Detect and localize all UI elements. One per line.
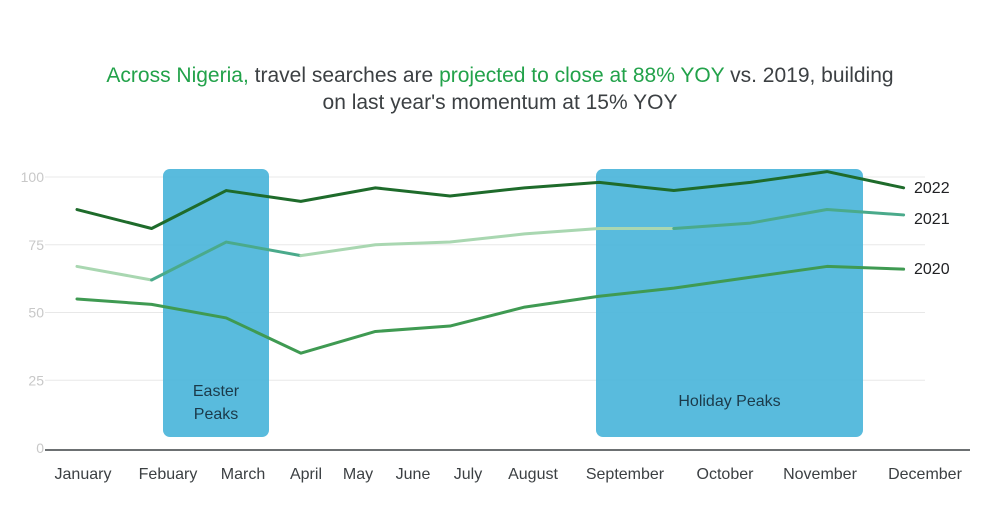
band-label-line1: Easter: [193, 383, 240, 400]
x-tick-label-march: March: [221, 466, 265, 483]
x-tick-label-august: August: [508, 466, 558, 483]
x-tick-label-january: January: [55, 466, 112, 483]
y-tick-label-75: 75: [28, 237, 44, 253]
y-tick-label-25: 25: [28, 372, 44, 388]
x-tick-label-september: September: [586, 466, 665, 483]
series-labels: 2022 2021 2020: [914, 180, 950, 278]
x-tick-label-december: December: [888, 466, 962, 483]
title-highlight-projection: projected to close at 88% YOY: [439, 64, 725, 87]
chart-title: Across Nigeria, travel searches are proj…: [0, 62, 1000, 116]
x-axis-ticks: January Febuary March April May June July Augus…: [55, 466, 963, 483]
y-tick-label-0: 0: [36, 440, 44, 456]
y-tick-label-100: 100: [21, 169, 45, 185]
series-lines: [75, 170, 906, 355]
title-text: travel searches are: [248, 64, 440, 87]
series-2021-seg-a: [75, 264, 154, 282]
x-tick-label-july: July: [454, 466, 482, 483]
x-tick-label-june: June: [396, 466, 431, 483]
x-tick-label-april: April: [290, 466, 322, 483]
highlight-bands: Easter Peaks Holiday Peaks: [163, 169, 863, 437]
y-tick-label-50: 50: [28, 305, 44, 321]
series-2020-line: [75, 264, 906, 355]
y-axis-ticks: 0 25 50 75 100: [21, 169, 45, 456]
series-2021-seg-c: [299, 226, 676, 258]
series-label-2020: 2020: [914, 261, 950, 278]
series-label-2021: 2021: [914, 211, 950, 228]
title-highlight-region: Across Nigeria,: [106, 64, 249, 87]
series-label-2022: 2022: [914, 180, 950, 197]
title-line2: on last year's momentum at 15% YOY: [322, 91, 678, 114]
series-2021-seg-d: [672, 208, 906, 230]
series-2021-seg-b: [150, 240, 303, 282]
x-tick-label-febuary: Febuary: [139, 466, 198, 483]
band-label: Holiday Peaks: [678, 393, 780, 410]
band-label-line2: Peaks: [194, 406, 238, 423]
title-text-cont: vs. 2019, building: [724, 64, 894, 87]
x-tick-label-may: May: [343, 466, 373, 483]
x-tick-label-october: October: [697, 466, 755, 483]
band-easter: [163, 169, 269, 437]
series-2022-line: [75, 170, 906, 230]
band-holiday: [596, 169, 863, 437]
x-tick-label-november: November: [783, 466, 857, 483]
